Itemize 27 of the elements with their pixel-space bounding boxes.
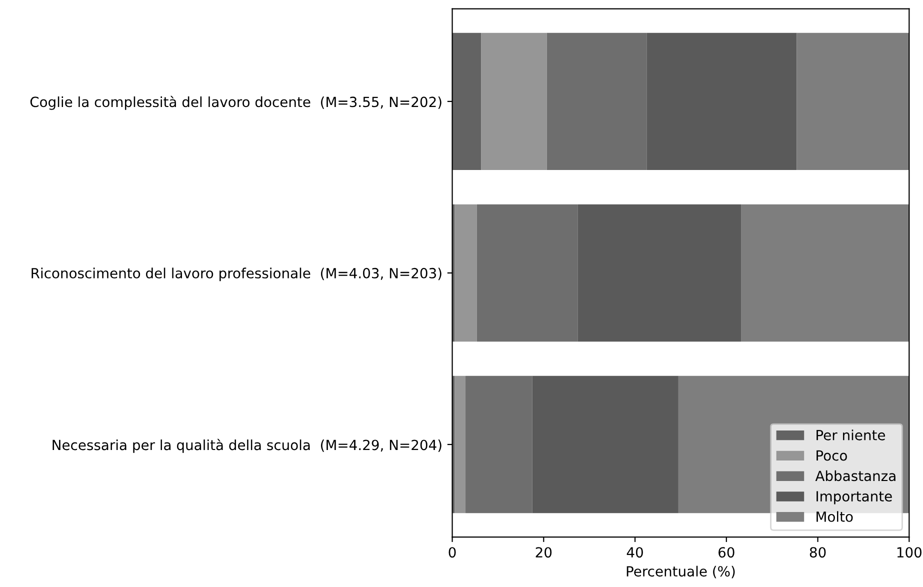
- legend-label: Per niente: [816, 430, 886, 440]
- bar: [646, 32, 797, 170]
- bar: [454, 204, 477, 342]
- bar: [476, 204, 578, 342]
- x-tick-label: 60: [718, 547, 734, 558]
- legend-label: Molto: [816, 511, 853, 522]
- x-tick-label: 20: [536, 547, 552, 558]
- legend-label: Importante: [816, 491, 892, 504]
- x-tick-label: 100: [897, 547, 922, 558]
- bar: [546, 32, 647, 170]
- x-tick-label: 40: [626, 547, 643, 558]
- x-tick-label: 0: [448, 547, 456, 558]
- bar: [481, 32, 547, 170]
- bar: [466, 376, 532, 514]
- bar: [796, 32, 910, 170]
- bar: [741, 204, 910, 342]
- legend-label: Poco: [816, 450, 847, 461]
- bar: [578, 204, 742, 342]
- legend-label: Abbastanza: [815, 470, 896, 482]
- x-axis-title: Percentuale (%): [626, 566, 735, 578]
- y-tick-label: Necessaria per la qualità della scuola (M=4.29, N=204): [52, 438, 442, 453]
- y-tick-label: Riconoscimento del lavoro professionale (M=4.03, N=203): [32, 268, 442, 282]
- bar: [532, 376, 678, 514]
- bar: [454, 376, 466, 514]
- bar: [452, 32, 482, 170]
- y-tick-label: Coglie la complessità del lavoro docente (M=3.55, N=202): [30, 96, 442, 110]
- x-tick-label: 80: [810, 547, 826, 558]
